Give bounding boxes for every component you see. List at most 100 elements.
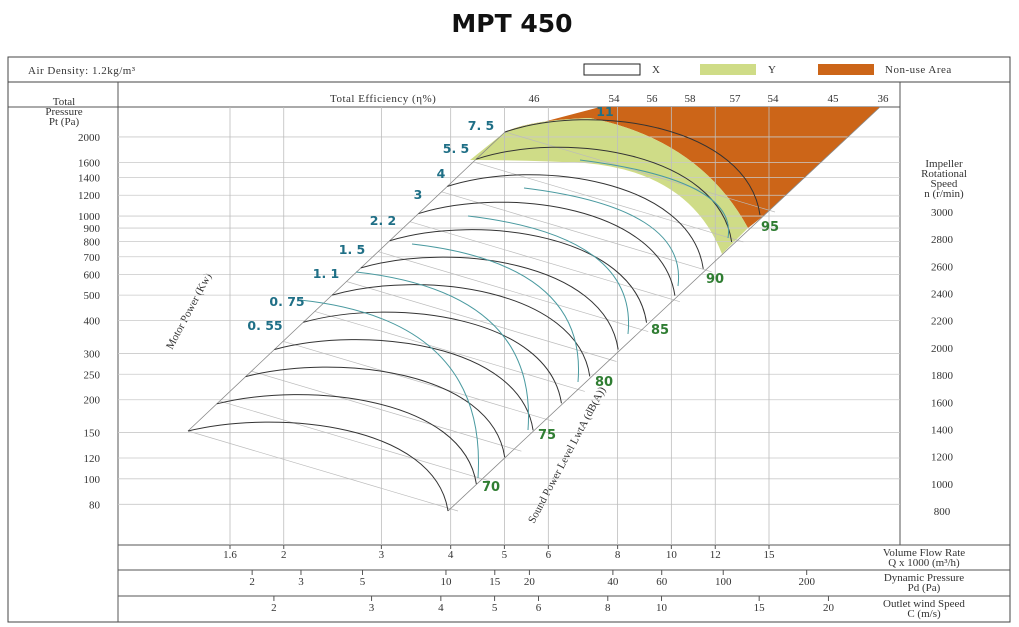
speed-tick-label: 1400 [931,424,954,436]
legend: X Y Non-use Area [583,63,952,76]
motor-power-label: 0. 55 [247,318,282,333]
speed-label-line-1: Impeller [925,158,963,170]
motor-power-label: 5. 5 [443,141,470,156]
speed-tick-label: 800 [934,506,951,518]
pressure-tick-label: 300 [84,348,101,360]
outlet-speed-tick-label: 5 [492,602,498,614]
chart-frame [7,56,1011,623]
pressure-tick-label: 600 [84,269,101,281]
speed-label-line-2: Rotational [921,168,967,180]
efficiency-label: 45 [828,93,840,105]
pressure-tick-label: 1600 [78,157,101,169]
dynamic-pressure-tick-label: 60 [656,576,668,588]
legend-label-nonuse: Non-use Area [885,64,952,76]
outlet-speed-tick-label: 8 [605,602,611,614]
speed-tick-label: 1000 [931,479,954,491]
speed-curve [447,174,704,269]
motor-power-gridline [409,221,680,303]
speed-curve [303,311,562,404]
pressure-tick-label: 800 [84,237,101,249]
flow-tick-label: 3 [379,549,385,561]
pressure-tick-label: 120 [84,453,101,465]
speed-curve [274,339,534,431]
efficiency-label: 54 [609,93,621,105]
sound-level-label: 85 [651,323,669,338]
motor-power-label: 4 [437,166,446,181]
pressure-tick-label: 250 [84,369,101,381]
outlet-speed-tick-label: 4 [438,602,444,614]
efficiency-label: 58 [685,93,697,105]
outlet-speed-tick-label: 6 [536,602,542,614]
speed-tick-label: 2200 [931,316,954,328]
motor-power-gridline [441,191,712,273]
y-zone-region [470,118,748,254]
efficiency-axis-label: Total Efficiency (η%) [330,93,436,105]
pressure-tick-label: 200 [84,395,101,407]
outlet-speed-label-line-1: Outlet wind Speed [883,598,965,610]
dynamic-pressure-tick-label: 200 [798,576,815,588]
sound-level-axis [447,106,881,512]
speed-curve [331,284,591,377]
flow-tick-label: 1.6 [223,549,237,561]
speed-tick-label: 1800 [931,370,954,382]
efficiency-curve [411,243,580,383]
flow-tick-label: 2 [281,549,287,561]
flow-tick-label: 15 [764,549,776,561]
legend-label-y: Y [768,64,776,76]
plot-frame [8,82,1010,622]
efficiency-curve [523,187,680,287]
motor-power-label: 0. 75 [269,294,304,309]
legend-swatch-nonuse [818,64,874,75]
speed-curve [504,119,761,216]
flow-tick-label: 12 [710,549,721,561]
speed-curve [389,229,648,323]
outlet-speed-label-line-2: C (m/s) [907,608,941,620]
sound-level-label: 95 [761,220,779,235]
outlet-speed-tick-label: 3 [369,602,375,614]
dynamic-pressure-tick-label: 2 [249,576,255,588]
speed-curve [245,366,506,458]
outlet-speed-tick-label: 20 [823,602,835,614]
motor-power-gridline [187,430,459,512]
speed-tick-label: 1600 [931,397,954,409]
speed-tick-label: 3000 [931,207,954,219]
motor-power-gridline [378,251,649,332]
flow-tick-label: 10 [666,549,678,561]
pressure-tick-label: 1200 [78,190,101,202]
motor-power-axis-label: Motor Power (Kw) [164,271,214,351]
speed-tick-label: 2800 [931,234,954,246]
outlet-speed-tick-label: 10 [656,602,668,614]
y-axis-label-line-3: Pt (Pa) [49,116,80,128]
y-axis-label-line-1: Total [53,96,75,108]
motor-power-label: 11 [596,104,613,119]
sound-level-label: 90 [706,272,724,287]
efficiency-curve [355,271,530,431]
efficiency-label: 57 [730,93,742,105]
legend-label-x: X [652,64,660,76]
flow-tick-label: 6 [546,549,552,561]
outlet-speed-tick-label: 2 [271,602,277,614]
air-density-label: Air Density: 1.2kg/m³ [28,65,136,77]
pressure-tick-label: 1000 [78,211,101,223]
legend-swatch-y [700,64,756,75]
legend-swatch-x [583,63,641,76]
speed-tick-label: 2000 [931,343,954,355]
speed-label-line-4: n (r/min) [924,188,964,200]
pressure-tick-label: 900 [84,223,101,235]
speed-tick-label: 2400 [931,289,954,301]
pressure-tick-label: 1400 [78,173,101,185]
dynamic-pressure-tick-label: 5 [360,576,366,588]
efficiency-label: 56 [647,93,659,105]
motor-power-label: 3 [414,187,423,202]
flow-tick-label: 4 [448,549,454,561]
pressure-tick-label: 400 [84,316,101,328]
motor-power-label: 1. 1 [313,266,340,281]
dynamic-pressure-tick-label: 15 [489,576,501,588]
speed-tick-label: 1200 [931,452,954,464]
y-axis-label-line-2: Pressure [45,106,82,118]
dynamic-pressure-tick-label: 40 [607,576,619,588]
speed-curve [476,146,733,242]
motor-power-gridline [314,311,585,392]
pressure-tick-label: 700 [84,252,101,264]
